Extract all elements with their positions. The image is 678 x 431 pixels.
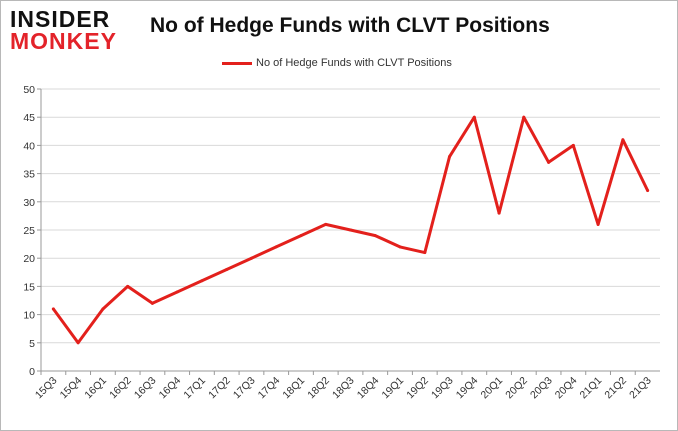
y-tick-labels: 0 5 10 15 20 25 30 35 40 45 50 (23, 84, 35, 378)
chart-legend: No of Hedge Funds with CLVT Positions (222, 56, 452, 70)
data-point-16Q2 (126, 284, 130, 288)
x-tick-label-16Q3: 16Q3 (132, 375, 159, 402)
data-point-17Q2 (225, 267, 229, 271)
data-point-15Q4 (76, 341, 80, 345)
data-point-17Q1 (200, 279, 204, 283)
x-tick-label-15Q3: 15Q3 (33, 375, 60, 402)
data-point-21Q1 (596, 222, 600, 226)
data-point-17Q3 (249, 256, 253, 260)
data-point-20Q4 (571, 143, 575, 147)
data-point-21Q3 (646, 189, 650, 193)
x-tick-label-19Q1: 19Q1 (379, 375, 406, 402)
x-tick-label-19Q2: 19Q2 (404, 375, 431, 402)
x-tick-label-19Q3: 19Q3 (429, 375, 456, 402)
series-layer (51, 115, 650, 345)
logo-line-1: INSIDER (10, 6, 111, 32)
data-point-18Q4 (373, 234, 377, 238)
data-point-18Q1 (299, 234, 303, 238)
gridlines (41, 88, 660, 344)
data-point-20Q2 (522, 115, 526, 119)
data-point-15Q3 (51, 307, 55, 311)
y-tick-label-10: 10 (23, 310, 35, 322)
y-tick-label-25: 25 (23, 225, 35, 237)
x-tick-label-16Q2: 16Q2 (107, 375, 134, 402)
y-tick-label-40: 40 (23, 140, 35, 152)
y-tick-label-20: 20 (23, 253, 35, 265)
x-tick-labels: 15Q315Q416Q116Q216Q316Q417Q117Q217Q317Q4… (33, 375, 654, 402)
data-point-16Q1 (101, 307, 105, 311)
x-tick-label-16Q1: 16Q1 (82, 375, 109, 402)
data-point-19Q1 (398, 245, 402, 249)
data-point-19Q2 (423, 251, 427, 255)
logo-line-2: MONKEY (10, 28, 117, 54)
data-point-20Q1 (497, 211, 501, 215)
x-tick-label-17Q4: 17Q4 (256, 375, 283, 402)
data-point-19Q3 (448, 155, 452, 159)
x-tick-label-17Q2: 17Q2 (206, 375, 233, 402)
y-tick-label-0: 0 (29, 366, 35, 378)
x-tick-label-19Q4: 19Q4 (454, 375, 481, 402)
legend-label: No of Hedge Funds with CLVT Positions (256, 57, 452, 69)
axes (37, 88, 660, 375)
data-point-19Q4 (472, 115, 476, 119)
x-tick-label-20Q1: 20Q1 (479, 375, 506, 402)
x-tick-label-16Q4: 16Q4 (157, 375, 184, 402)
x-tick-label-18Q4: 18Q4 (355, 375, 382, 402)
x-tick-label-20Q4: 20Q4 (553, 375, 580, 402)
y-tick-label-50: 50 (23, 84, 35, 96)
legend-swatch (222, 61, 252, 65)
x-tick-label-15Q4: 15Q4 (58, 375, 85, 402)
y-tick-label-15: 15 (23, 281, 35, 293)
x-tick-label-18Q3: 18Q3 (330, 375, 357, 402)
data-point-20Q3 (547, 160, 551, 164)
y-tick-label-5: 5 (29, 338, 35, 350)
y-tick-label-45: 45 (23, 112, 35, 124)
insider-monkey-logo: INSIDER MONKEY (10, 6, 128, 54)
data-point-21Q2 (621, 138, 625, 142)
x-tick-label-17Q1: 17Q1 (181, 375, 208, 402)
x-tick-label-17Q3: 17Q3 (231, 375, 258, 402)
x-tick-label-18Q2: 18Q2 (305, 375, 332, 402)
y-tick-label-35: 35 (23, 169, 35, 181)
data-point-17Q4 (274, 245, 278, 249)
x-tick-label-18Q1: 18Q1 (280, 375, 307, 402)
x-tick-label-21Q2: 21Q2 (602, 375, 629, 402)
x-tick-label-21Q3: 21Q3 (627, 375, 654, 402)
x-tick-label-20Q3: 20Q3 (528, 375, 555, 402)
x-tick-label-20Q2: 20Q2 (503, 375, 530, 402)
y-tick-label-30: 30 (23, 197, 35, 209)
data-point-18Q3 (349, 228, 352, 232)
data-point-16Q3 (150, 301, 154, 305)
data-point-16Q4 (175, 290, 179, 294)
chart-title: No of Hedge Funds with CLVT Positions (150, 14, 550, 37)
x-tick-label-21Q1: 21Q1 (578, 375, 605, 402)
data-point-18Q2 (324, 222, 328, 226)
